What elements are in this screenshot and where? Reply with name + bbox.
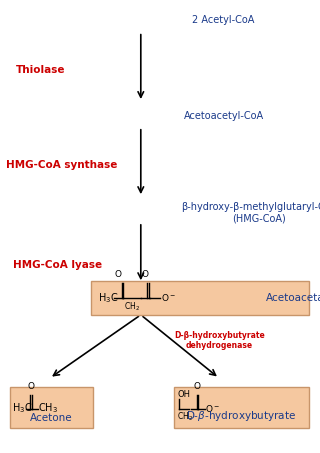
- Text: $\mathrm{H_3C}$: $\mathrm{H_3C}$: [98, 291, 118, 305]
- Text: $\mathrm{H_3C}$: $\mathrm{H_3C}$: [12, 402, 33, 415]
- Text: 2 Acetyl-CoA: 2 Acetyl-CoA: [192, 15, 254, 25]
- Text: HMG-CoA synthase: HMG-CoA synthase: [6, 160, 118, 170]
- Text: $\mathrm{O^-}$: $\mathrm{O^-}$: [205, 403, 220, 414]
- Text: $\mathrm{CH_2}$: $\mathrm{CH_2}$: [177, 411, 193, 423]
- Text: O: O: [141, 270, 148, 279]
- Text: D-β-hydroxybutyrate
dehydrogenase: D-β-hydroxybutyrate dehydrogenase: [174, 331, 265, 350]
- Text: D-$\beta$-hydroxybutyrate: D-$\beta$-hydroxybutyrate: [187, 409, 297, 423]
- FancyBboxPatch shape: [91, 281, 309, 315]
- Text: $\mathrm{CH_3}$: $\mathrm{CH_3}$: [38, 402, 59, 415]
- Text: HMG-CoA lyase: HMG-CoA lyase: [13, 260, 102, 270]
- Text: O: O: [28, 382, 35, 391]
- Text: $\mathrm{O^-}$: $\mathrm{O^-}$: [161, 292, 176, 304]
- Text: Acetoacetate: Acetoacetate: [266, 293, 320, 303]
- Text: O: O: [194, 382, 201, 391]
- Text: β-hydroxy-β-methylglutaryl-CoA
(HMG-CoA): β-hydroxy-β-methylglutaryl-CoA (HMG-CoA): [181, 202, 320, 224]
- FancyBboxPatch shape: [174, 387, 309, 428]
- Text: Acetone: Acetone: [30, 413, 73, 423]
- Text: O: O: [115, 270, 122, 279]
- Text: $\mathrm{CH_2}$: $\mathrm{CH_2}$: [124, 300, 140, 313]
- FancyBboxPatch shape: [10, 387, 93, 428]
- Text: OH: OH: [178, 390, 191, 399]
- Text: Thiolase: Thiolase: [16, 65, 66, 75]
- Text: Acetoacetyl-CoA: Acetoacetyl-CoA: [184, 111, 264, 120]
